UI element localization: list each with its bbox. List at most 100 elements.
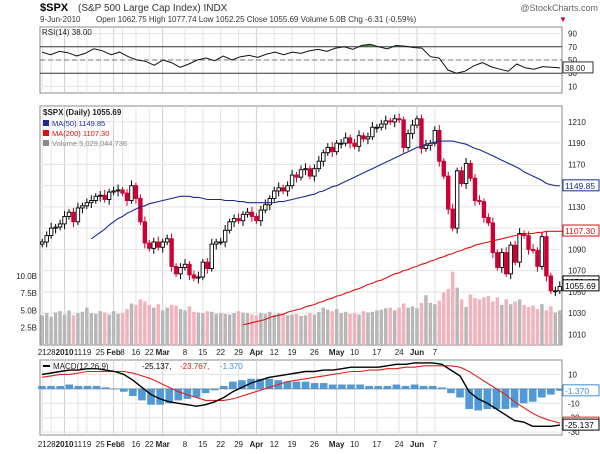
- volume-axis-tick: 7.5B: [21, 289, 37, 298]
- x-tick-label: Apr: [249, 440, 263, 449]
- rsi-axis-tick: 70: [568, 43, 577, 52]
- candle: [557, 286, 562, 292]
- macd-signal-line: [41, 365, 561, 424]
- x-tick-label: 26: [310, 440, 319, 449]
- candle: [495, 252, 500, 268]
- legend-swatch: [43, 120, 49, 126]
- volume-bar: [201, 313, 205, 345]
- candle: [164, 238, 170, 243]
- candle: [205, 261, 210, 269]
- x-tick-label: Mar: [156, 348, 170, 357]
- candle: [236, 218, 241, 222]
- macd-legend-part: MACD(12,26,9): [53, 362, 109, 371]
- volume-bar: [357, 314, 361, 345]
- x-tick-label: 8: [120, 440, 125, 449]
- macd-legend-part: -1.370: [220, 362, 243, 371]
- macd-histogram-bar: [138, 388, 146, 401]
- macd-histogram-bar: [119, 388, 128, 392]
- x-tick-label: 19: [82, 440, 91, 449]
- candle: [544, 236, 549, 277]
- volume-bar: [544, 310, 549, 345]
- candle: [80, 205, 85, 209]
- price-last-value-box: [562, 179, 600, 192]
- price-axis-tick: 1090: [568, 245, 586, 254]
- candle: [441, 160, 446, 177]
- candle: [365, 136, 371, 140]
- macd-histogram-bar: [265, 378, 274, 389]
- candle: [526, 235, 531, 250]
- x-tick-label: Feb: [106, 348, 120, 357]
- candle: [187, 263, 192, 276]
- macd-histogram-bar: [456, 388, 464, 398]
- volume-bar: [241, 312, 245, 345]
- volume-axis-tick: 10.0B: [16, 272, 37, 281]
- volume-bar: [116, 313, 120, 345]
- volume-bar: [134, 304, 138, 345]
- price-axis-tick: 1030: [568, 309, 586, 318]
- volume-bar: [152, 307, 156, 345]
- watermark: @StockCharts.com: [520, 3, 598, 13]
- macd-histogram-bar: [547, 388, 555, 395]
- macd-histogram-bar: [92, 385, 101, 389]
- volume-bar: [71, 315, 76, 345]
- macd-histogram-bar: [147, 388, 155, 405]
- volume-bar: [482, 297, 486, 345]
- candle: [334, 142, 339, 153]
- candle: [553, 290, 558, 293]
- candle: [147, 242, 152, 249]
- candle: [303, 168, 308, 171]
- price-axis-tick: 1010: [568, 330, 586, 339]
- volume-bar: [232, 313, 236, 345]
- x-tick-label: May: [329, 440, 345, 449]
- x-tick-label: 10: [350, 440, 359, 449]
- candle: [196, 276, 201, 279]
- candle: [490, 222, 496, 254]
- macd-histogram-bar: [283, 381, 292, 389]
- candle: [263, 204, 268, 211]
- macd-axis-tick: -10: [568, 399, 580, 408]
- volume-bar: [196, 312, 201, 345]
- candle: [285, 185, 290, 192]
- macd-legend-part: -23.767,: [180, 362, 209, 371]
- macd-histogram-bar: [319, 383, 328, 389]
- macd-histogram-bar: [419, 385, 428, 389]
- macd-histogram-bar: [483, 388, 492, 410]
- macd-histogram-bar: [256, 378, 264, 389]
- candle: [280, 187, 286, 192]
- x-tick-label: Jun: [410, 440, 424, 449]
- candle: [468, 162, 473, 179]
- volume-bar: [218, 313, 223, 345]
- macd-histogram-bar: [101, 387, 110, 389]
- candle: [379, 123, 384, 128]
- volume-bar: [183, 310, 187, 345]
- candle: [245, 211, 250, 215]
- candle: [481, 201, 487, 218]
- volume-bar: [129, 303, 134, 345]
- candle: [102, 194, 107, 200]
- candle: [347, 137, 353, 144]
- candle: [173, 265, 179, 275]
- candle: [361, 135, 366, 140]
- candle: [388, 120, 393, 123]
- volume-bar: [272, 314, 276, 345]
- volume-bar: [174, 305, 178, 345]
- volume-bar: [214, 313, 218, 345]
- candle: [294, 174, 299, 178]
- macd-histogram-bar: [301, 381, 310, 389]
- volume-bar: [343, 311, 348, 345]
- volume-bar: [419, 302, 424, 345]
- volume-bar: [143, 301, 147, 345]
- volume-bar: [120, 313, 125, 345]
- rsi-axis-tick: 10: [568, 82, 577, 91]
- volume-bar: [254, 315, 259, 345]
- volume-bar: [125, 309, 129, 345]
- x-tick-label: 19: [82, 348, 91, 357]
- volume-bar: [236, 311, 241, 345]
- candle: [66, 211, 72, 217]
- macd-histogram-bar: [338, 384, 346, 389]
- volume-bar: [49, 316, 53, 345]
- volume-bar: [268, 311, 272, 345]
- candle: [258, 209, 264, 222]
- volume-bar: [40, 315, 44, 345]
